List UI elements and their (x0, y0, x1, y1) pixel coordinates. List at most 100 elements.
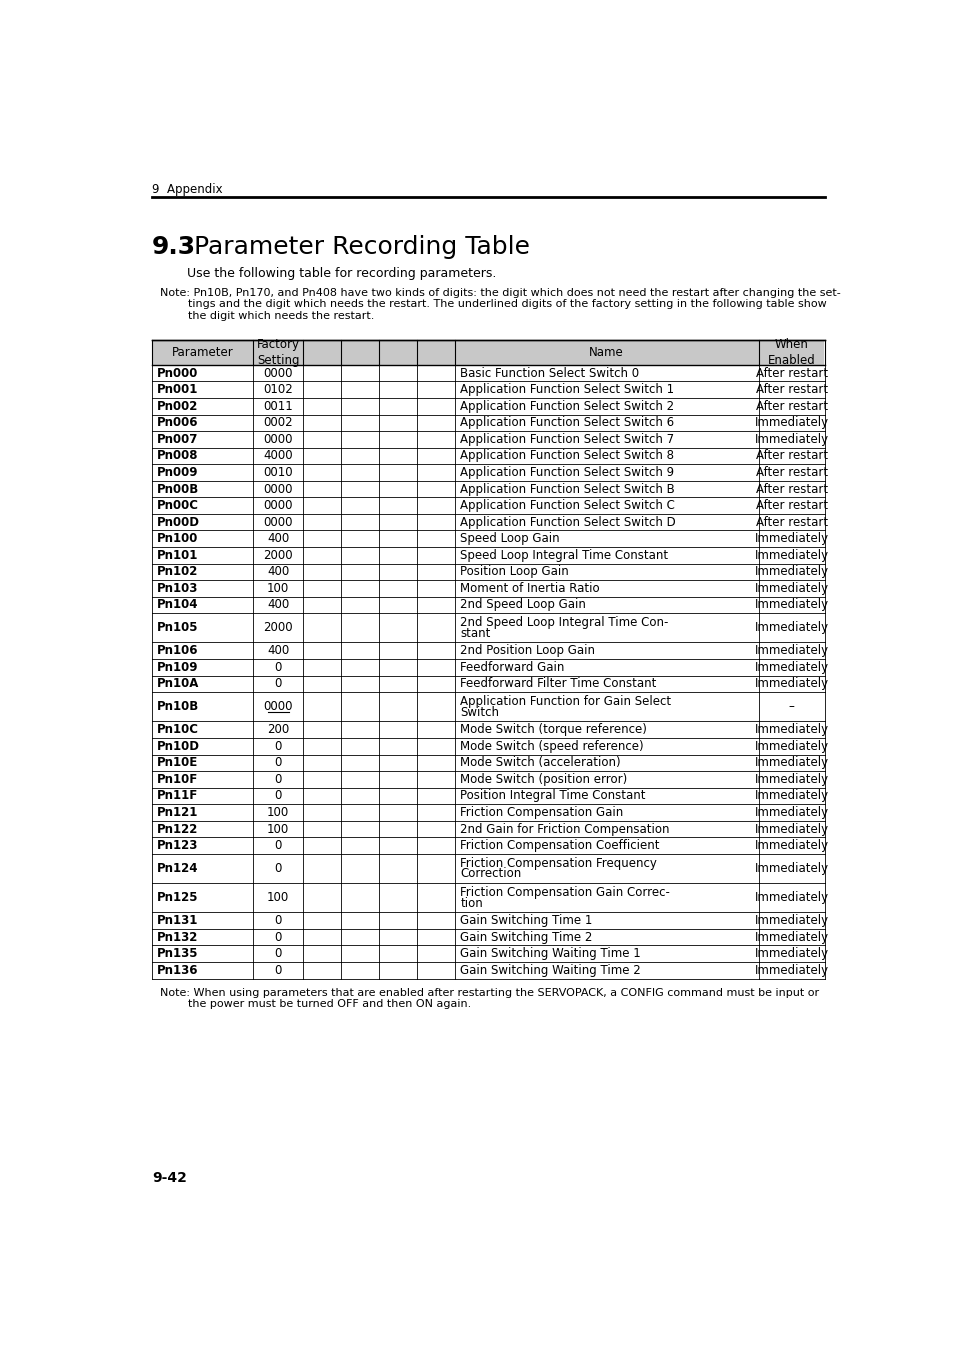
Text: 0000: 0000 (263, 500, 293, 512)
Text: 400: 400 (267, 532, 289, 545)
Text: 2nd Speed Loop Integral Time Con-: 2nd Speed Loop Integral Time Con- (459, 616, 668, 629)
Text: 100: 100 (267, 582, 289, 595)
Bar (152, 481, 823, 497)
Text: 0: 0 (274, 964, 281, 977)
Text: 0102: 0102 (263, 383, 293, 397)
Bar (152, 547, 823, 563)
Text: 0000: 0000 (263, 433, 293, 446)
Text: After restart: After restart (755, 383, 827, 397)
Text: 0000: 0000 (263, 482, 293, 495)
Text: Pn103: Pn103 (157, 582, 198, 595)
Text: Friction Compensation Gain: Friction Compensation Gain (459, 806, 623, 819)
Text: Pn00B: Pn00B (157, 482, 199, 495)
Text: After restart: After restart (755, 516, 827, 529)
Text: Pn109: Pn109 (157, 660, 198, 674)
Text: the digit which needs the restart.: the digit which needs the restart. (159, 312, 374, 321)
Text: Immediately: Immediately (754, 532, 828, 545)
Bar (152, 597, 823, 613)
Bar (152, 464, 823, 481)
Text: Immediately: Immediately (754, 840, 828, 852)
Text: Immediately: Immediately (754, 948, 828, 960)
Text: Friction Compensation Gain Correc-: Friction Compensation Gain Correc- (459, 886, 669, 899)
Bar (152, 531, 823, 547)
Text: Correction: Correction (459, 867, 521, 880)
Text: Pn00D: Pn00D (157, 516, 200, 529)
Text: Pn006: Pn006 (157, 416, 198, 429)
Text: Gain Switching Waiting Time 2: Gain Switching Waiting Time 2 (459, 964, 640, 977)
Text: Immediately: Immediately (754, 772, 828, 786)
Text: Pn121: Pn121 (157, 806, 198, 819)
Text: Pn10C: Pn10C (157, 724, 199, 736)
Text: 0010: 0010 (263, 466, 293, 479)
Text: 2000: 2000 (263, 549, 293, 562)
Bar (152, 837, 823, 853)
Text: 400: 400 (267, 598, 289, 612)
Bar (152, 563, 823, 580)
Text: After restart: After restart (755, 500, 827, 512)
Text: 0002: 0002 (263, 416, 293, 429)
Text: Basic Function Select Switch 0: Basic Function Select Switch 0 (459, 367, 639, 379)
Text: Immediately: Immediately (754, 861, 828, 875)
Text: 0: 0 (274, 948, 281, 960)
Text: Parameter Recording Table: Parameter Recording Table (194, 235, 530, 259)
Text: Application Function Select Switch 9: Application Function Select Switch 9 (459, 466, 674, 479)
Text: Immediately: Immediately (754, 806, 828, 819)
Text: Friction Compensation Coefficient: Friction Compensation Coefficient (459, 840, 659, 852)
Bar (152, 382, 823, 398)
Text: Pn009: Pn009 (157, 466, 198, 479)
Bar (152, 883, 823, 913)
Text: 200: 200 (267, 724, 289, 736)
Text: 2nd Gain for Friction Compensation: 2nd Gain for Friction Compensation (459, 822, 669, 836)
Bar (152, 693, 823, 721)
Text: 100: 100 (267, 891, 289, 904)
Bar (152, 805, 823, 821)
Text: Speed Loop Gain: Speed Loop Gain (459, 532, 559, 545)
Text: Factory
Setting: Factory Setting (256, 338, 299, 367)
Text: Application Function Select Switch B: Application Function Select Switch B (459, 482, 675, 495)
Text: 0011: 0011 (263, 400, 293, 413)
Bar (152, 448, 823, 464)
Text: Immediately: Immediately (754, 582, 828, 595)
Text: After restart: After restart (755, 482, 827, 495)
Text: Use the following table for recording parameters.: Use the following table for recording pa… (187, 267, 496, 281)
Text: 9.3: 9.3 (152, 235, 195, 259)
Text: Mode Switch (position error): Mode Switch (position error) (459, 772, 627, 786)
Text: Pn10A: Pn10A (157, 678, 199, 690)
Text: Application Function Select Switch C: Application Function Select Switch C (459, 500, 675, 512)
Text: Immediately: Immediately (754, 930, 828, 944)
Text: tion: tion (459, 896, 482, 910)
Text: Pn135: Pn135 (157, 948, 198, 960)
Text: Immediately: Immediately (754, 660, 828, 674)
Text: Immediately: Immediately (754, 433, 828, 446)
Text: Mode Switch (speed reference): Mode Switch (speed reference) (459, 740, 643, 753)
Text: 0: 0 (274, 756, 281, 770)
Text: Pn000: Pn000 (157, 367, 198, 379)
Text: After restart: After restart (755, 367, 827, 379)
Bar (152, 340, 823, 364)
Bar (152, 398, 823, 414)
Text: Pn100: Pn100 (157, 532, 198, 545)
Text: Name: Name (589, 346, 623, 359)
Text: Immediately: Immediately (754, 964, 828, 977)
Text: Application Function Select Switch 6: Application Function Select Switch 6 (459, 416, 674, 429)
Text: Application Function Select Switch 1: Application Function Select Switch 1 (459, 383, 674, 397)
Text: Pn001: Pn001 (157, 383, 198, 397)
Bar (152, 963, 823, 979)
Bar (152, 853, 823, 883)
Text: 0: 0 (274, 790, 281, 802)
Text: Position Loop Gain: Position Loop Gain (459, 566, 568, 578)
Text: Gain Switching Time 1: Gain Switching Time 1 (459, 914, 592, 927)
Bar (152, 514, 823, 531)
Text: Pn124: Pn124 (157, 861, 198, 875)
Text: 0: 0 (274, 678, 281, 690)
Text: 2000: 2000 (263, 621, 293, 634)
Text: Application Function for Gain Select: Application Function for Gain Select (459, 695, 671, 707)
Text: Pn10E: Pn10E (157, 756, 198, 770)
Text: Pn10F: Pn10F (157, 772, 198, 786)
Text: Pn125: Pn125 (157, 891, 198, 904)
Text: After restart: After restart (755, 450, 827, 463)
Text: Feedforward Gain: Feedforward Gain (459, 660, 564, 674)
Text: Pn10D: Pn10D (157, 740, 200, 753)
Bar (152, 929, 823, 945)
Text: 100: 100 (267, 822, 289, 836)
